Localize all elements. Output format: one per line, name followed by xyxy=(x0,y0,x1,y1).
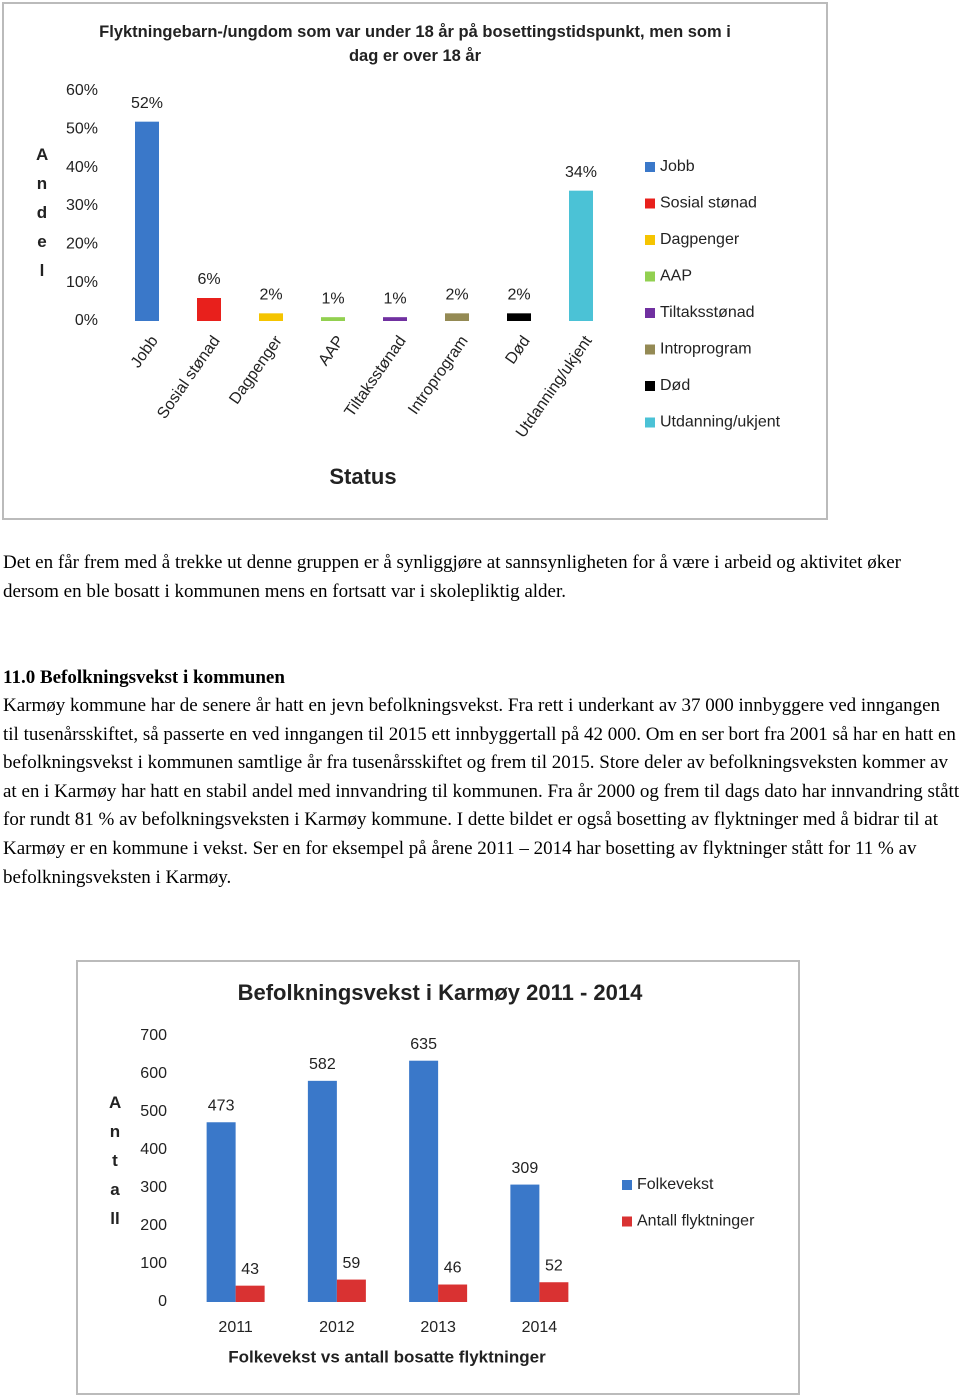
legend-label: Tiltaksstønad xyxy=(660,304,755,321)
bar xyxy=(135,121,159,322)
y-tick-label: 20% xyxy=(66,236,98,253)
bar xyxy=(409,1060,439,1302)
legend-label: Folkevekst xyxy=(637,1176,714,1193)
data-label: 52% xyxy=(131,95,163,112)
y-tick-label: 40% xyxy=(66,159,98,176)
bar xyxy=(569,190,593,321)
y-tick-label: 200 xyxy=(140,1217,167,1234)
data-label: 59 xyxy=(342,1255,360,1272)
data-label: 52 xyxy=(545,1257,563,1274)
heading: 11.0 Befolkningsvekst i kommunen xyxy=(3,667,285,688)
bar xyxy=(383,317,407,321)
legend-swatch xyxy=(622,1216,632,1227)
data-label: 2% xyxy=(259,287,282,304)
bar xyxy=(539,1282,569,1302)
legend-label: Antall flyktninger xyxy=(637,1213,755,1230)
bar xyxy=(510,1184,540,1302)
bar xyxy=(197,298,221,321)
x-tick-label: 2013 xyxy=(420,1319,456,1336)
bar xyxy=(307,1080,337,1302)
legend-label: AAP xyxy=(660,268,692,285)
legend-label: Dagpenger xyxy=(660,231,740,248)
legend-swatch xyxy=(645,162,655,172)
legend-swatch xyxy=(645,344,655,355)
x-axis-label: Folkevekst vs antall bosatte flyktninger xyxy=(228,1347,546,1366)
y-tick-label: 0 xyxy=(158,1293,167,1310)
y-tick-label: 30% xyxy=(66,197,98,214)
bar xyxy=(235,1285,265,1302)
bar xyxy=(336,1279,366,1302)
legend-swatch xyxy=(645,308,655,318)
data-label: 2% xyxy=(445,287,468,304)
legend-label: Introprogram xyxy=(660,341,752,358)
legend-label: Utdanning/ukjent xyxy=(660,414,781,431)
x-tick-label: 2012 xyxy=(319,1319,355,1336)
legend-swatch xyxy=(645,417,655,428)
y-tick-label: 100 xyxy=(140,1255,167,1272)
data-label: 6% xyxy=(197,271,220,288)
chart-title: Flyktningebarn-/ungdom som var under 18 … xyxy=(99,23,731,65)
y-tick-label: 500 xyxy=(140,1103,167,1120)
bar xyxy=(507,313,531,321)
y-tick-label: 300 xyxy=(140,1179,167,1196)
y-tick-label: 60% xyxy=(66,82,98,99)
legend-swatch xyxy=(645,271,655,282)
data-label: 34% xyxy=(565,164,597,181)
legend-label: Jobb xyxy=(660,158,695,175)
chart-title: Befolkningsvekst i Karmøy 2011 - 2014 xyxy=(237,980,643,1005)
legend-swatch xyxy=(645,381,655,391)
data-label: 473 xyxy=(208,1097,235,1114)
data-label: 2% xyxy=(507,287,530,304)
data-label: 43 xyxy=(241,1261,259,1278)
data-label: 1% xyxy=(383,290,406,307)
y-tick-label: 400 xyxy=(140,1141,167,1158)
y-tick-label: 10% xyxy=(66,274,98,291)
y-tick-label: 700 xyxy=(140,1027,167,1044)
legend-swatch xyxy=(645,198,655,209)
x-tick-label: 2011 xyxy=(218,1319,253,1336)
bar xyxy=(321,317,345,321)
y-tick-label: 50% xyxy=(66,121,98,138)
y-axis-label: Andel xyxy=(36,145,49,280)
legend-label: Sosial stønad xyxy=(660,195,757,212)
legend-swatch xyxy=(645,235,655,245)
data-label: 309 xyxy=(512,1160,539,1177)
y-tick-label: 0% xyxy=(75,312,98,329)
data-label: 46 xyxy=(444,1260,462,1277)
chart-frame xyxy=(2,2,828,520)
data-label: 635 xyxy=(410,1036,437,1053)
y-axis-label: Antall xyxy=(109,1093,122,1228)
bar xyxy=(206,1122,236,1302)
data-label: 1% xyxy=(321,290,344,307)
bar xyxy=(445,313,469,321)
x-axis-label: Status xyxy=(329,464,396,489)
legend-swatch xyxy=(622,1180,632,1190)
legend-label: Død xyxy=(660,377,690,394)
bar xyxy=(259,313,283,321)
paragraph: Det en får frem med å trekke ut denne gr… xyxy=(3,552,901,602)
x-tick-label: 2014 xyxy=(522,1319,558,1336)
paragraph: Karmøy kommune har de senere år hatt en … xyxy=(3,695,960,888)
y-tick-label: 600 xyxy=(140,1065,167,1082)
data-label: 582 xyxy=(309,1056,336,1073)
bar xyxy=(438,1284,468,1302)
